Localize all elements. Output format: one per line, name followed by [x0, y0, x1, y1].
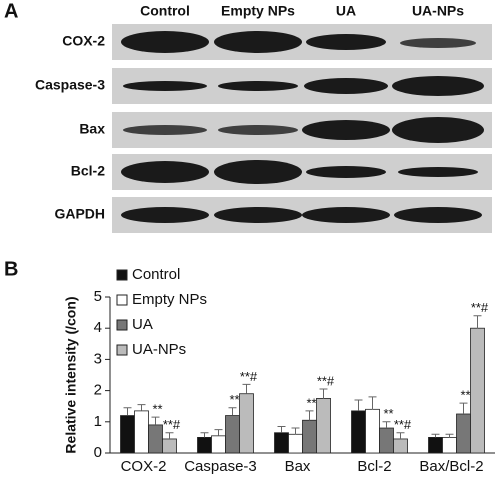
significance-label: **#	[240, 369, 258, 384]
bar	[428, 436, 443, 454]
panel-label: B	[4, 258, 18, 280]
y-tick-label: 0	[94, 444, 102, 461]
bar	[162, 438, 177, 454]
legend-swatch	[116, 344, 128, 356]
panel-label: A	[4, 0, 18, 22]
bar	[379, 427, 394, 454]
x-tick-label: Caspase-3	[184, 458, 257, 475]
bar	[225, 415, 240, 454]
significance-label: **#	[317, 373, 335, 388]
column-header: Empty NPs	[221, 3, 295, 19]
error-bar	[396, 432, 405, 439]
error-bar	[151, 416, 160, 425]
error-bar	[228, 407, 237, 416]
row-label: COX-2	[62, 33, 105, 49]
legend-swatch	[116, 294, 128, 306]
error-bar	[123, 407, 132, 416]
significance-label: **	[229, 392, 239, 407]
error-bar	[473, 315, 482, 329]
bar	[351, 410, 366, 454]
bar	[316, 397, 331, 454]
bar	[134, 410, 149, 454]
bar	[302, 419, 317, 454]
column-header: Control	[140, 3, 190, 19]
bar	[393, 438, 408, 454]
error-bar	[459, 402, 468, 414]
error-bar	[291, 427, 300, 435]
error-bar	[319, 388, 328, 399]
error-bar	[382, 421, 391, 429]
error-bar	[354, 399, 363, 411]
legend-label: Empty NPs	[132, 291, 207, 308]
error-bar	[305, 410, 314, 421]
row-label: GAPDH	[54, 206, 105, 222]
x-tick-label: COX-2	[121, 458, 167, 475]
error-bar	[200, 432, 209, 438]
legend-label: UA-NPs	[132, 341, 186, 358]
y-tick-label: 2	[94, 382, 102, 399]
error-bar	[137, 404, 146, 411]
row-label: Bcl-2	[71, 163, 105, 179]
column-header: UA	[336, 3, 356, 19]
x-tick-label: Bax/Bcl-2	[419, 458, 483, 475]
y-tick-label: 1	[94, 413, 102, 430]
bar	[274, 432, 289, 454]
bar	[288, 433, 303, 454]
bar	[120, 415, 135, 454]
x-tick-label: Bcl-2	[357, 458, 391, 475]
bar	[365, 408, 380, 454]
significance-label: **#	[394, 417, 412, 432]
bar	[148, 424, 163, 454]
y-axis-label: Relative intensity (/con)	[63, 296, 79, 453]
significance-label: **	[152, 402, 162, 417]
error-bar	[445, 433, 454, 438]
significance-label: **#	[163, 417, 181, 432]
error-bar	[165, 432, 174, 439]
y-tick-label: 5	[94, 288, 102, 305]
significance-label: **	[383, 406, 393, 421]
row-label: Bax	[79, 121, 105, 137]
legend-label: Control	[132, 266, 180, 283]
legend-swatch	[116, 319, 128, 331]
y-tick-label: 4	[94, 319, 102, 336]
significance-label: **#	[471, 300, 489, 315]
bar	[456, 413, 471, 454]
y-tick-label: 3	[94, 350, 102, 367]
blot-strips	[112, 24, 492, 233]
error-bar	[242, 383, 251, 394]
x-tick-label: Bax	[285, 458, 311, 475]
error-bar	[214, 429, 223, 436]
error-bar	[431, 433, 440, 438]
bar	[211, 435, 226, 454]
legend-label: UA	[132, 316, 153, 333]
error-bar	[368, 396, 377, 410]
bar	[239, 393, 254, 454]
significance-label: **	[306, 395, 316, 410]
bar	[442, 436, 457, 454]
column-header: UA-NPs	[412, 3, 464, 19]
row-label: Caspase-3	[35, 77, 105, 93]
significance-label: **	[460, 388, 470, 403]
error-bar	[277, 425, 286, 433]
bar	[470, 327, 485, 454]
bar	[197, 436, 212, 454]
legend-swatch	[116, 269, 128, 281]
